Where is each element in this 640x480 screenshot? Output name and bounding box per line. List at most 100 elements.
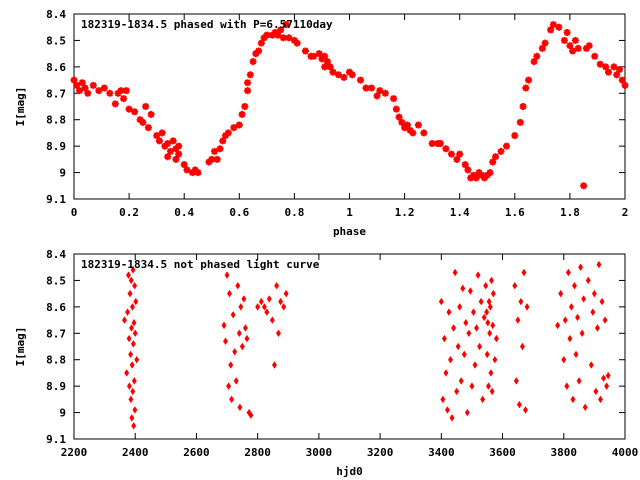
data-point — [175, 142, 183, 150]
data-point — [128, 395, 134, 404]
data-point — [180, 161, 188, 169]
x-tick-label: 2600 — [183, 446, 210, 459]
data-point — [142, 103, 150, 110]
unphased-x-ticks: 2200 2400 2600 2800 3000 3200 3400 3600 3800 4000 — [61, 254, 639, 459]
data-point — [244, 79, 252, 87]
phased-y-ticks: 8.4 8.5 8.6 8.7 8.8 8.9 9 9.1 — [46, 8, 625, 206]
data-point — [272, 361, 277, 369]
data-point — [591, 289, 597, 298]
x-tick-label: 0.2 — [119, 206, 139, 219]
data-point — [596, 60, 604, 68]
data-point — [464, 166, 472, 174]
data-point — [164, 140, 172, 147]
data-point — [129, 324, 135, 332]
data-point — [260, 34, 268, 42]
x-tick-label: 2200 — [61, 446, 88, 459]
data-point — [106, 89, 114, 97]
data-point — [512, 281, 518, 290]
data-point — [409, 129, 417, 137]
x-tick-label: 1.8 — [560, 206, 580, 219]
data-point — [484, 350, 490, 359]
data-point — [604, 68, 612, 76]
x-tick-label: 1.2 — [395, 206, 415, 219]
y-tick-label: 9 — [59, 407, 66, 420]
data-point — [562, 316, 568, 324]
data-point — [126, 334, 132, 343]
data-point — [208, 155, 216, 163]
data-point — [241, 295, 247, 303]
data-point — [194, 169, 202, 177]
data-point — [126, 271, 131, 279]
data-point — [488, 369, 494, 377]
data-point — [222, 132, 230, 140]
data-point — [533, 52, 541, 60]
data-point — [155, 137, 163, 145]
x-tick-label: 1.4 — [450, 206, 470, 219]
data-point — [81, 84, 89, 92]
data-point — [158, 129, 166, 137]
data-point — [321, 52, 329, 60]
data-point — [153, 132, 161, 140]
y-tick-label: 8.6 — [46, 301, 66, 314]
x-tick-label: 0.6 — [229, 206, 249, 219]
data-point — [581, 295, 587, 303]
data-point — [570, 395, 576, 404]
data-point — [130, 266, 136, 274]
data-point — [466, 329, 472, 338]
data-point — [472, 174, 480, 182]
data-point — [487, 303, 493, 311]
phased-plot: 8.4 8.5 8.6 8.7 8.8 8.9 9 9.1 0 0.2 0.4 0.6 0.8 1 1.2… — [14, 8, 629, 238]
x-tick-label: 3800 — [551, 446, 578, 459]
y-tick-label: 9.1 — [46, 433, 66, 446]
data-point — [183, 166, 191, 174]
data-point — [122, 316, 127, 324]
y-tick-label: 8.5 — [46, 34, 66, 47]
data-point — [441, 334, 447, 343]
y-tick-label: 8.7 — [46, 327, 66, 340]
data-point — [131, 108, 139, 116]
data-point — [475, 169, 483, 177]
data-point — [395, 113, 403, 121]
y-tick-label: 8.9 — [46, 380, 66, 393]
data-point — [100, 84, 108, 92]
data-point — [454, 387, 460, 396]
data-point — [613, 71, 621, 79]
data-point — [525, 76, 533, 84]
data-point — [224, 129, 232, 137]
y-tick-label: 8.4 — [46, 8, 66, 21]
data-point — [172, 155, 180, 163]
data-point — [588, 361, 594, 369]
data-point — [136, 116, 144, 124]
y-tick-label: 8.7 — [46, 87, 66, 100]
data-point — [175, 150, 183, 158]
data-point — [216, 145, 224, 153]
data-point — [461, 161, 469, 169]
data-point — [117, 87, 125, 95]
data-point — [456, 150, 464, 158]
x-tick-label: 4000 — [612, 446, 639, 459]
data-point — [452, 268, 458, 277]
data-point — [604, 382, 610, 390]
y-tick-label: 8.6 — [46, 61, 66, 74]
data-point — [401, 124, 409, 132]
data-point — [301, 47, 309, 55]
data-point — [519, 103, 527, 110]
data-point — [282, 21, 290, 29]
x-tick-label: 2800 — [244, 446, 271, 459]
data-point — [547, 26, 555, 34]
data-point — [440, 395, 446, 404]
data-point — [191, 166, 199, 174]
data-point — [120, 95, 128, 103]
data-point — [511, 132, 519, 140]
data-point — [235, 121, 243, 129]
data-point — [274, 281, 280, 290]
data-point — [172, 145, 180, 153]
data-point — [223, 337, 229, 345]
data-point — [129, 361, 135, 369]
data-point — [483, 171, 491, 179]
data-point — [571, 36, 579, 44]
data-point — [447, 150, 455, 158]
data-point — [131, 377, 137, 385]
data-point — [575, 313, 581, 322]
